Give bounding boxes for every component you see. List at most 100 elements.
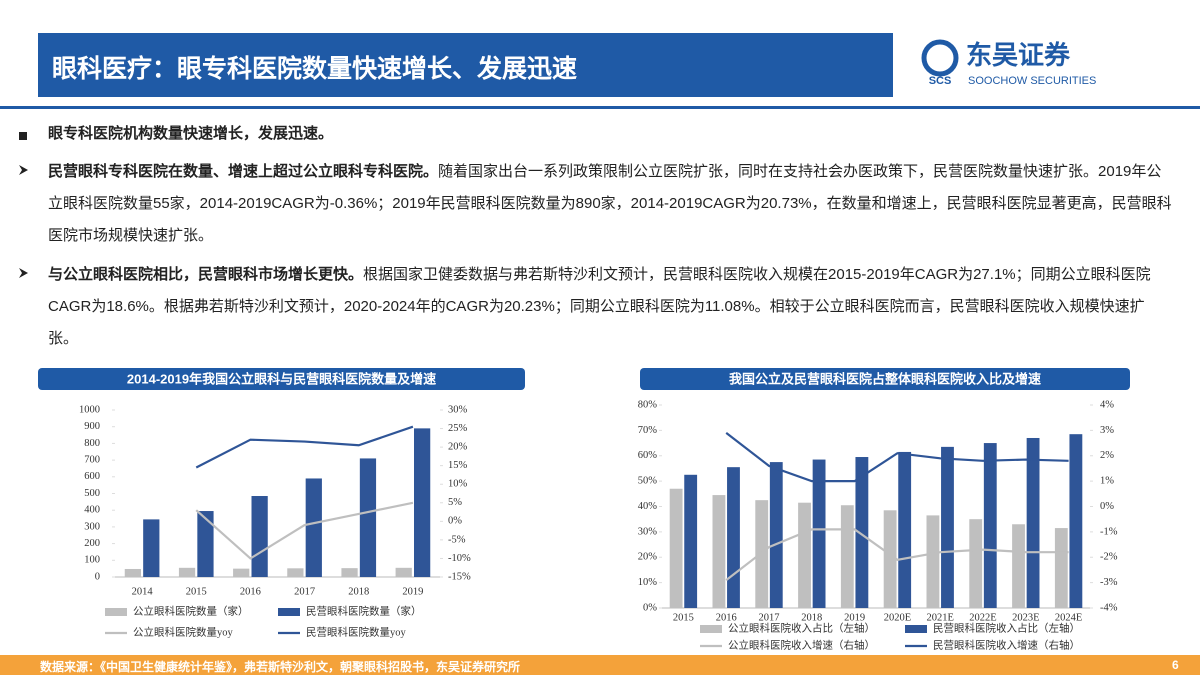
bullet: 民营眼科专科医院在数量、增速上超过公立眼科专科医院。随着国家出台一系列政策限制公… bbox=[48, 156, 1173, 252]
x-tick-label: 2016 bbox=[716, 612, 737, 623]
chart-title: 2014-2019年我国公立眼科与民营眼科医院数量及增速 bbox=[127, 371, 436, 386]
logo-en: SOOCHOW SECURITIES bbox=[968, 75, 1096, 87]
bullet-text: 随着国家出台一系列政策限制公立医院扩张，同时在支持社会办医政策下，民营医院数量快… bbox=[48, 163, 1172, 244]
bar bbox=[341, 568, 358, 577]
logo-name: 东吴证券 bbox=[966, 40, 1071, 70]
x-tick-label: 2015 bbox=[673, 612, 694, 623]
y-tick-label: 400 bbox=[84, 505, 100, 516]
legend-label: 民营眼科医院数量（家） bbox=[306, 604, 422, 617]
y2-tick-label: 20% bbox=[448, 442, 468, 453]
legend-label: 公立眼科医院数量yoy bbox=[133, 625, 233, 638]
y2-tick-label: 1% bbox=[1100, 476, 1114, 487]
y2-tick-label: -10% bbox=[448, 553, 471, 564]
bullet-bold: 民营眼科专科医院在数量、增速上超过公立眼科专科医院。 bbox=[48, 163, 439, 180]
legend-label: 公立眼科医院数量（家） bbox=[133, 604, 249, 617]
x-tick-label: 2019 bbox=[844, 612, 865, 623]
x-tick-label: 2020E bbox=[884, 612, 911, 623]
bar bbox=[395, 567, 412, 577]
y-tick-label: 10% bbox=[638, 577, 658, 588]
footer: 数据来源：《中国卫生健康统计年鉴》，弗若斯特沙利文，朝聚眼科招股书，东吴证券研究… bbox=[0, 655, 1200, 675]
bullet-bold: 与公立眼科医院相比，民营眼科市场增长更快。 bbox=[48, 266, 364, 283]
bar bbox=[669, 488, 683, 608]
bar bbox=[305, 478, 322, 577]
bar bbox=[727, 467, 740, 608]
y2-tick-label: 4% bbox=[1100, 399, 1114, 410]
y-tick-label: 100 bbox=[84, 555, 100, 566]
y-tick-label: 1000 bbox=[79, 404, 100, 415]
y2-tick-label: 15% bbox=[448, 460, 468, 471]
logo: SCS 东吴证券 SOOCHOW SECURITIES bbox=[921, 39, 1096, 87]
bar bbox=[883, 510, 897, 608]
y2-tick-label: 0% bbox=[1100, 501, 1114, 512]
source: 数据来源：《中国卫生健康统计年鉴》，弗若斯特沙利文，朝聚眼科招股书，东吴证券研究… bbox=[40, 660, 521, 674]
y2-tick-label: -3% bbox=[1100, 577, 1118, 588]
bar bbox=[684, 474, 698, 608]
bar bbox=[898, 451, 912, 608]
bullet: 与公立眼科医院相比，民营眼科市场增长更快。根据国家卫健委数据与弗若斯特沙利文预计… bbox=[48, 259, 1173, 355]
x-tick-label: 2018 bbox=[348, 586, 369, 597]
y2-tick-label: -2% bbox=[1100, 552, 1118, 563]
bar bbox=[941, 446, 954, 608]
bar bbox=[926, 515, 940, 608]
y-tick-label: 40% bbox=[638, 501, 658, 512]
chart-title: 我国公立及民营眼科医院占整体眼科医院收入比及增速 bbox=[729, 371, 1041, 386]
bar bbox=[712, 495, 726, 608]
legend-symbol bbox=[105, 608, 127, 616]
bullet-square bbox=[19, 132, 27, 140]
x-tick-label: 2017 bbox=[294, 586, 315, 597]
x-tick-label: 2014 bbox=[132, 586, 154, 597]
bar bbox=[769, 462, 783, 608]
y2-tick-label: 0% bbox=[448, 516, 462, 527]
y2-tick-label: 2% bbox=[1100, 450, 1114, 461]
y-tick-label: 900 bbox=[84, 421, 100, 432]
y2-tick-label: 25% bbox=[448, 423, 468, 434]
bar bbox=[812, 459, 826, 608]
line bbox=[195, 501, 414, 560]
y2-tick-label: -15% bbox=[448, 571, 471, 582]
bullet-arrow bbox=[19, 268, 28, 278]
bar bbox=[251, 496, 268, 577]
legend-label: 公立眼科医院收入增速（右轴） bbox=[728, 638, 875, 651]
y2-tick-label: 3% bbox=[1100, 425, 1114, 436]
bar bbox=[233, 568, 250, 577]
y-tick-label: 200 bbox=[84, 538, 100, 549]
line bbox=[195, 425, 414, 469]
y-tick-label: 0% bbox=[643, 602, 657, 613]
bar bbox=[969, 519, 983, 608]
y-tick-label: 600 bbox=[84, 471, 100, 482]
bar bbox=[755, 500, 769, 608]
bar bbox=[178, 567, 196, 577]
header: 眼科医疗：眼专科医院数量快速增长、发展迅速 bbox=[38, 33, 893, 97]
bar bbox=[287, 568, 304, 577]
y2-tick-label: 5% bbox=[448, 497, 462, 508]
x-tick-label: 2024E bbox=[1055, 612, 1082, 623]
bar bbox=[983, 443, 997, 608]
x-tick-label: 2015 bbox=[186, 586, 207, 597]
x-tick-label: 2017 bbox=[759, 612, 780, 623]
bar bbox=[840, 505, 854, 608]
x-tick-label: 2021E bbox=[926, 612, 953, 623]
x-tick-label: 2023E bbox=[1012, 612, 1039, 623]
x-tick-label: 2022E bbox=[969, 612, 996, 623]
bar bbox=[124, 568, 141, 577]
bar bbox=[798, 502, 811, 608]
chart-title-banner bbox=[38, 368, 525, 390]
x-tick-label: 2018 bbox=[801, 612, 822, 623]
legend-symbol bbox=[700, 625, 722, 633]
legend-label: 公立眼科医院收入占比（左轴） bbox=[728, 621, 875, 634]
x-tick-label: 2019 bbox=[402, 586, 423, 597]
y-tick-label: 30% bbox=[638, 526, 658, 537]
y2-tick-label: -1% bbox=[1100, 526, 1118, 537]
y-tick-label: 700 bbox=[84, 455, 100, 466]
y-tick-label: 70% bbox=[638, 425, 658, 436]
bullet: 眼专科医院机构数量快速增长，发展迅速。 bbox=[48, 118, 1173, 150]
y-tick-label: 20% bbox=[638, 552, 658, 563]
x-tick-label: 2016 bbox=[240, 586, 261, 597]
header-rule bbox=[0, 106, 1200, 109]
y2-tick-label: -4% bbox=[1100, 602, 1118, 613]
bar bbox=[855, 457, 869, 608]
bar bbox=[1069, 434, 1083, 608]
legend-label: 民营眼科医院收入占比（左轴） bbox=[933, 621, 1080, 634]
bullet-text: 根据国家卫健委数据与弗若斯特沙利文预计，民营眼科医院收入规模在2015-2019… bbox=[48, 266, 1151, 347]
title: 眼科医疗：眼专科医院数量快速增长、发展迅速 bbox=[52, 55, 578, 83]
